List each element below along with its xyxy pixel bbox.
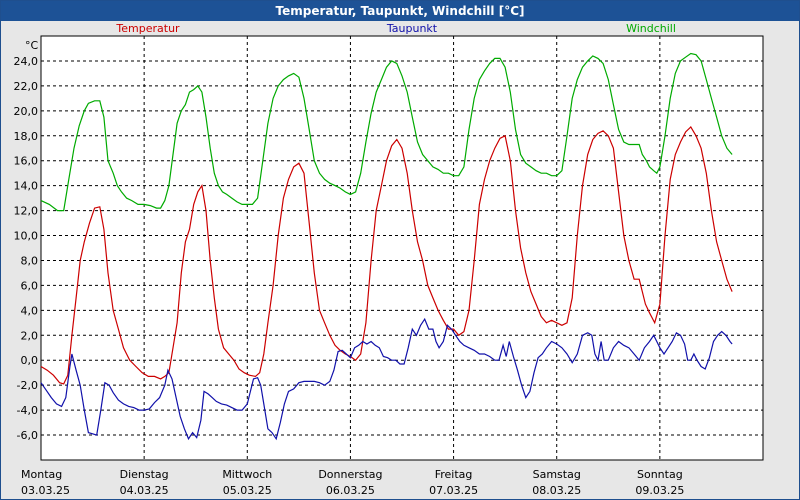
y-tick-label: -6,0 <box>17 429 38 442</box>
plot-area <box>40 35 764 461</box>
y-tick-label: 14,0 <box>14 180 39 193</box>
legend-windchill: Windchill <box>626 22 676 35</box>
series-line-temperatur <box>40 126 733 385</box>
legend-temperatur: Temperatur <box>115 22 180 35</box>
x-day-label: Montag <box>21 468 62 481</box>
x-date-label: 06.03.25 <box>326 484 375 497</box>
x-day-label: Sonntag <box>637 468 683 481</box>
y-axis-unit: °C <box>25 39 39 52</box>
y-tick-label: -2,0 <box>17 379 38 392</box>
y-tick-label: 4,0 <box>21 304 39 317</box>
series-line-windchill <box>40 52 733 212</box>
x-date-label: 05.03.25 <box>223 484 272 497</box>
x-day-label: Freitag <box>435 468 473 481</box>
y-tick-label: 8,0 <box>21 254 39 267</box>
y-tick-label: 10,0 <box>14 230 39 243</box>
chart-title: Temperatur, Taupunkt, Windchill [°C] <box>1 1 799 21</box>
y-tick-label: 22,0 <box>14 80 39 93</box>
y-tick-label: 16,0 <box>14 155 39 168</box>
y-tick-label: 24,0 <box>14 55 39 68</box>
x-date-label: 08.03.25 <box>532 484 581 497</box>
x-day-label: Donnerstag <box>318 468 382 481</box>
x-date-label: 07.03.25 <box>429 484 478 497</box>
y-tick-label: 2,0 <box>21 329 39 342</box>
y-tick-label: 12,0 <box>14 205 39 218</box>
x-day-label: Samstag <box>533 468 581 481</box>
y-tick-label: 0,0 <box>21 354 39 367</box>
x-day-label: Mittwoch <box>222 468 272 481</box>
legend-taupunkt: Taupunkt <box>386 22 438 35</box>
y-tick-label: 18,0 <box>14 130 39 143</box>
x-date-label: 04.03.25 <box>120 484 169 497</box>
y-tick-label: 6,0 <box>21 279 39 292</box>
y-tick-label: 20,0 <box>14 105 39 118</box>
x-date-label: 09.03.25 <box>635 484 684 497</box>
x-date-label: 03.03.25 <box>21 484 70 497</box>
y-tick-label: -4,0 <box>17 404 38 417</box>
x-day-label: Dienstag <box>120 468 169 481</box>
series-line-taupunkt <box>40 317 733 441</box>
